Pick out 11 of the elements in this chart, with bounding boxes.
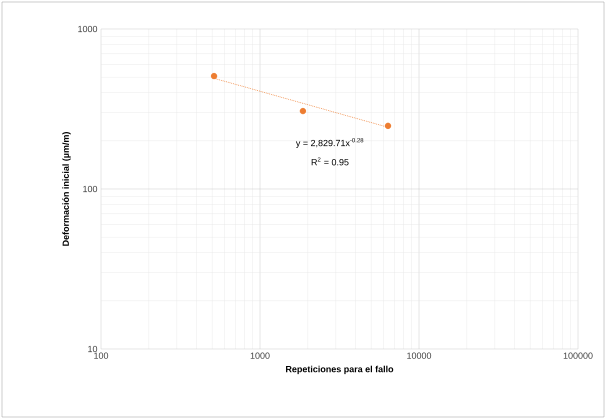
x-axis-title: Repeticiones para el fallo [286, 366, 394, 374]
annotation: y = 2,829.71x$^{-0.28}$ [296, 138, 364, 148]
y-tick-label: 1000 [78, 26, 98, 32]
y-tick-label: 100 [83, 186, 98, 192]
x-tick-label: 100000 [564, 352, 593, 359]
y-tick-label: 10 [88, 346, 98, 352]
y-axis-title: Deformación inicial (µm/m) [62, 132, 71, 246]
annotation: R$^{2}$ = 0.95 [312, 157, 349, 166]
x-tick-label: 1000 [250, 352, 270, 359]
x-tick-label: 100 [94, 352, 108, 359]
x-tick-label: 10000 [407, 352, 432, 359]
